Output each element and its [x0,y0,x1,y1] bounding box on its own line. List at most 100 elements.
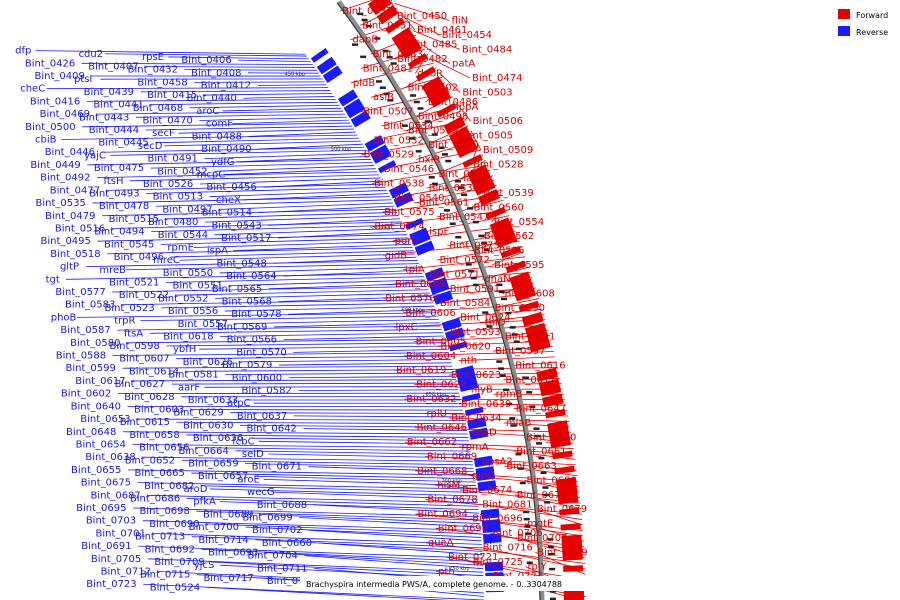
reverse-label-leader [215,292,430,299]
reverse-feature-arrow [445,331,465,342]
forward-label-leader [482,266,529,280]
forward-label-leader [403,351,554,357]
reverse-feature-arrow [350,110,369,125]
genome-backbone-arc [336,0,545,600]
reverse-label-leader [239,359,451,363]
gene-tick-mark [543,493,550,497]
forward-feature-arrow [522,315,544,327]
forward-gene-label: Bint_0576 [385,293,435,304]
reverse-label-leader [199,177,381,185]
reverse-gene-label: Bint_0652 [125,455,175,466]
reverse-gene-label: aroE [237,474,259,485]
reverse-gene-label: Bint_0557 [178,319,228,330]
forward-feature-arrow [427,86,448,102]
reverse-gene-label: Bint_0607 [119,354,169,365]
gene-tick-mark [428,176,435,179]
reverse-gene-label: Bint_0513 [153,192,203,203]
reverse-feature-arrow [369,144,389,158]
reverse-gene-label: cheC [20,84,45,95]
reverse-gene-label: ftsA [124,328,143,339]
reverse-gene-label: Bint_0415 [147,90,197,101]
reverse-gene-label: Bint_0480 [148,217,198,228]
forward-gene-label: dnaN [484,274,510,285]
legend: Forward Reverse [838,9,888,37]
forward-gene-label: iars [463,174,481,185]
reverse-feature-arrow [442,320,462,332]
reverse-gene-label: Bint_0488 [192,131,242,142]
gene-tick-mark [383,92,390,96]
forward-feature-arrow [421,76,442,92]
forward-gene-label: Bint_0678 [427,495,477,506]
forward-label-leader [371,164,488,184]
reverse-gene-label: Bint_0691 [81,541,131,552]
reverse-label-leader [121,299,433,306]
reverse-label-leader [160,237,409,245]
reverse-label-leader [125,263,419,271]
reverse-label-leader [165,212,398,220]
forward-label-leader [470,130,482,151]
reverse-gene-label: Bint_0717 [203,573,253,584]
reverse-label-leader [86,98,336,102]
forward-label-leader [370,77,442,98]
reverse-label-leader [138,545,483,559]
reverse-gene-label: ybfH [173,344,196,355]
reverse-label-leader [86,260,418,267]
legend-reverse-swatch [838,26,850,36]
gene-tick-mark [431,182,438,186]
forward-gene-label: ispF [429,226,449,237]
forward-gene-label: nth [461,356,478,367]
scale-tick-label: 750 kbp [449,566,469,572]
gene-tick-mark [467,207,474,210]
forward-feature-arrow [563,565,584,572]
forward-gene-label: Bint_0503 [462,87,512,98]
reverse-gene-label: Bint_0497 [162,204,212,215]
reverse-label-leader [204,385,458,388]
reverse-gene-label: Bint_0654 [76,439,126,450]
reverse-label-leader [249,437,469,442]
forward-label-leader [404,441,574,449]
forward-feature-arrow [393,30,414,47]
reverse-feature-arrow [377,160,397,174]
reverse-label-leader [165,276,424,283]
forward-gene-label: Bint_0681 [482,499,532,510]
reverse-gene-label: pfkA [193,497,216,508]
forward-gene-label: Bint_0591 [450,284,500,295]
reverse-gene-label: Bint_0718 [267,576,317,587]
forward-feature-arrow [515,289,536,302]
forward-label-leader [382,240,520,256]
forward-feature-arrow [485,206,507,220]
reverse-label-leader [283,335,444,341]
gene-tick-mark [454,179,461,183]
gene-tick-mark [548,552,555,556]
reverse-label-leader [214,165,375,172]
forward-label-leader [449,417,570,422]
reverse-label-leader [273,491,478,500]
reverse-feature-arrow [477,483,497,492]
reverse-gene-label: Bint_0440 [186,93,236,104]
reverse-label-leader [229,279,426,287]
forward-label-leader [435,527,585,548]
forward-label-leader [425,542,586,564]
forward-gene-label: coaD [471,428,497,439]
gene-tick-mark [522,376,529,379]
reverse-label-leader [97,234,408,242]
reverse-label-leader [245,526,482,538]
reverse-label-leader [234,319,439,325]
reverse-label-leader [220,332,443,337]
reverse-label-leader [101,146,365,153]
forward-gene-label: Bint_0561 [419,198,469,209]
reverse-label-leader [151,224,403,233]
reverse-gene-label: ptsI [74,74,92,85]
reverse-gene-label: Bint_0552 [158,293,208,304]
forward-gene-label: Bint_0509 [483,145,533,156]
forward-gene-label: Bint_0507 [363,107,413,118]
reverse-gene-label: Bint_0568 [222,297,272,308]
forward-feature-arrow [395,33,416,50]
reverse-label-leader [87,159,371,166]
reverse-feature-arrow [483,536,502,544]
reverse-gene-label: Bint_0695 [76,503,126,514]
forward-label-leader [415,470,579,482]
forward-label-leader [402,256,526,271]
reverse-feature-arrow [474,459,494,468]
